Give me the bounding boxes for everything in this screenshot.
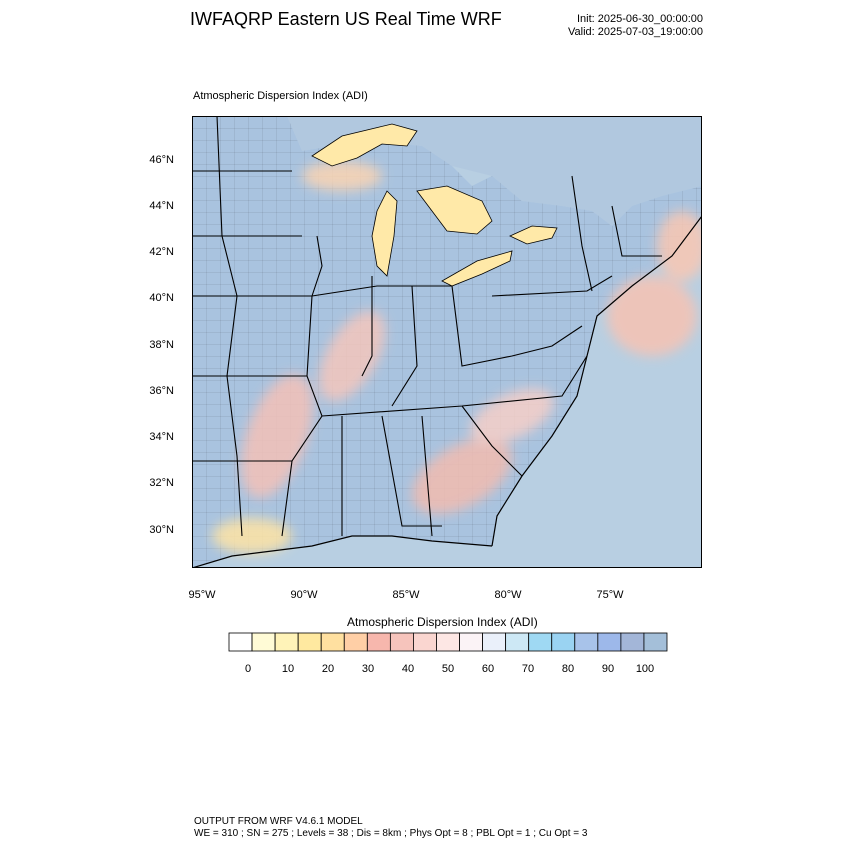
colorbar-swatch xyxy=(436,632,460,652)
colorbar-title: Atmospheric Dispersion Index (ADI) xyxy=(347,615,538,629)
lake-huron xyxy=(416,185,493,235)
colorbar-label: 100 xyxy=(635,663,655,675)
map-label: Atmospheric Dispersion Index (ADI) xyxy=(193,90,368,102)
map-panel xyxy=(192,116,702,568)
atlantic-coastline xyxy=(491,215,702,547)
gulf-coastline xyxy=(192,535,493,568)
map-svg xyxy=(192,116,702,568)
colorbar-label: 70 xyxy=(521,663,535,675)
lon-label: 80°W xyxy=(494,589,522,601)
run-times: Init: 2025-06-30_00:00:00 Valid: 2025-07… xyxy=(560,13,703,39)
colorbar-swatch xyxy=(251,632,276,652)
map-border xyxy=(192,116,702,568)
colorbar-swatch xyxy=(320,632,345,652)
lat-label: 30°N xyxy=(149,524,174,536)
lat-label: 34°N xyxy=(149,431,174,443)
colorbar-label: 40 xyxy=(401,663,415,675)
lat-label: 46°N xyxy=(149,154,174,166)
colorbar-label: 50 xyxy=(441,663,455,675)
colorbar-label: 20 xyxy=(321,663,335,675)
lat-label: 38°N xyxy=(149,339,174,351)
init-time: Init: 2025-06-30_00:00:00 xyxy=(577,13,703,25)
colorbar-label: 90 xyxy=(601,663,615,675)
county-grid xyxy=(192,116,702,568)
valid-time: Valid: 2025-07-03_19:00:00 xyxy=(568,26,703,38)
colorbar-swatch xyxy=(366,632,391,652)
colorbar-swatch xyxy=(389,632,414,652)
colorbar-swatch xyxy=(643,632,668,652)
lon-label: 90°W xyxy=(290,589,318,601)
colorbar-label: 0 xyxy=(244,663,252,675)
page-title: IWFAQRP Eastern US Real Time WRF xyxy=(190,9,502,29)
footer-model: OUTPUT FROM WRF V4.6.1 MODEL xyxy=(194,816,363,827)
lat-label: 40°N xyxy=(149,292,174,304)
colorbar-swatch xyxy=(274,632,299,652)
footer-config: WE = 310 ; SN = 275 ; Levels = 38 ; Dis … xyxy=(194,828,588,839)
colorbar-label: 60 xyxy=(481,663,495,675)
colorbar-label: 30 xyxy=(361,663,375,675)
lat-label: 44°N xyxy=(149,200,174,212)
colorbar-swatch xyxy=(343,632,368,652)
colorbar-swatch xyxy=(505,632,530,652)
lon-label: 85°W xyxy=(392,589,420,601)
colorbar-swatch xyxy=(597,632,622,652)
lake-ontario xyxy=(509,225,558,245)
colorbar-swatch xyxy=(297,632,322,652)
lat-label: 36°N xyxy=(149,385,174,397)
colorbar-swatch xyxy=(551,632,576,652)
state-boundaries xyxy=(192,116,662,537)
lake-superior xyxy=(311,123,418,167)
lon-label: 75°W xyxy=(596,589,624,601)
lat-label: 32°N xyxy=(149,477,174,489)
colorbar-label: 10 xyxy=(281,663,295,675)
colorbar-swatch xyxy=(459,632,483,652)
colorbar xyxy=(228,632,668,652)
canada-land xyxy=(287,116,702,226)
colorbar-swatch xyxy=(620,632,645,652)
lon-label: 95°W xyxy=(188,589,216,601)
colorbar-swatch xyxy=(413,632,437,652)
colorbar-swatch xyxy=(228,632,253,652)
lake-michigan xyxy=(371,190,398,277)
colorbar-swatch xyxy=(482,632,507,652)
colorbar-label: 80 xyxy=(561,663,575,675)
lat-label: 42°N xyxy=(149,246,174,258)
colorbar-swatch xyxy=(528,632,553,652)
colorbar-swatch xyxy=(574,632,599,652)
